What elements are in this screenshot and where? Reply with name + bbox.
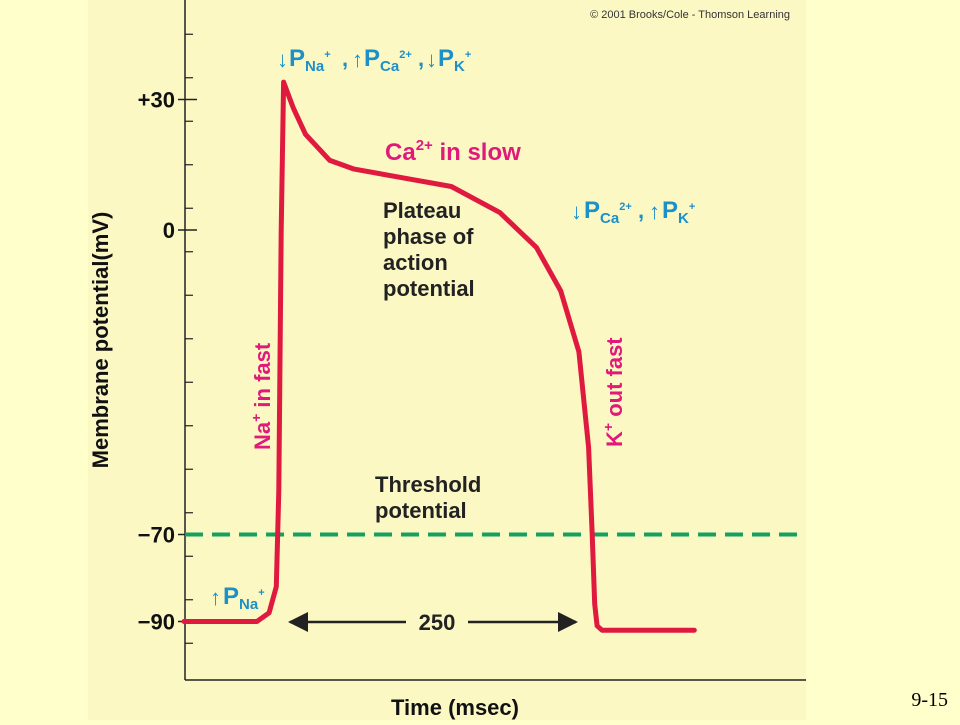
resting-permeability-annotation: ↑ PNa+ xyxy=(210,583,265,613)
threshold-label-line-2: potential xyxy=(375,498,467,523)
arrow-up-icon: ↑ xyxy=(352,47,363,72)
slide-number: 9-15 xyxy=(911,689,948,711)
arrow-down-icon: ↓ xyxy=(426,47,437,72)
p-ca-label: PCa2+ xyxy=(584,197,632,227)
na-in-fast-label: Na+ in fast xyxy=(248,342,275,450)
x-axis-label: Time (msec) xyxy=(391,695,519,720)
p-k-label: PK+ xyxy=(438,45,471,75)
action-potential-curve xyxy=(181,79,697,633)
plateau-line-4: potential xyxy=(383,276,475,301)
repolarization-permeability-annotation: ↓ PCa2+ , ↑ PK+ xyxy=(571,197,695,227)
duration-label: 250 xyxy=(419,610,456,635)
comma: , xyxy=(418,46,424,71)
arrow-up-icon: ↑ xyxy=(649,199,660,224)
comma: , xyxy=(638,198,644,223)
arrow-up-icon: ↑ xyxy=(210,585,221,610)
comma: , xyxy=(342,46,348,71)
threshold-label: Threshold potential xyxy=(375,472,487,523)
p-k-label: PK+ xyxy=(662,197,695,227)
y-axis-label: Membrane potential(mV) xyxy=(88,212,113,469)
depolarization-permeability-annotation: ↓ PNa+ , ↑ PCa2+ , ↓ PK+ xyxy=(277,45,471,75)
arrow-down-icon: ↓ xyxy=(571,199,582,224)
figure-panel: © 2001 Brooks/Cole - Thomson Learning +3… xyxy=(88,0,806,720)
action-potential-chart: © 2001 Brooks/Cole - Thomson Learning +3… xyxy=(88,0,806,720)
threshold-label-line-1: Threshold xyxy=(375,472,481,497)
arrow-down-icon: ↓ xyxy=(277,47,288,72)
minor-ticks xyxy=(185,33,193,644)
k-out-fast-label: K+ out fast xyxy=(600,337,627,447)
ca-in-slow-label: Ca2+ in slow xyxy=(385,137,521,166)
plateau-line-1: Plateau xyxy=(383,198,461,223)
p-ca-label: PCa2+ xyxy=(364,45,412,75)
p-na-label: PNa+ xyxy=(289,45,331,75)
y-tick-label: −90 xyxy=(138,610,175,635)
y-tick-label: +30 xyxy=(138,88,175,113)
y-tick-label: 0 xyxy=(163,218,175,243)
y-tick-label: −70 xyxy=(138,523,175,548)
p-na-label: PNa+ xyxy=(223,583,265,613)
plateau-phase-label: Plateau phase of action potential xyxy=(383,198,480,301)
plateau-line-2: phase of xyxy=(383,224,474,249)
major-ticks xyxy=(178,98,197,623)
plateau-line-3: action xyxy=(383,250,448,275)
tick-labels: +30 0 −70 −90 xyxy=(138,88,175,635)
copyright-text: © 2001 Brooks/Cole - Thomson Learning xyxy=(590,9,790,21)
